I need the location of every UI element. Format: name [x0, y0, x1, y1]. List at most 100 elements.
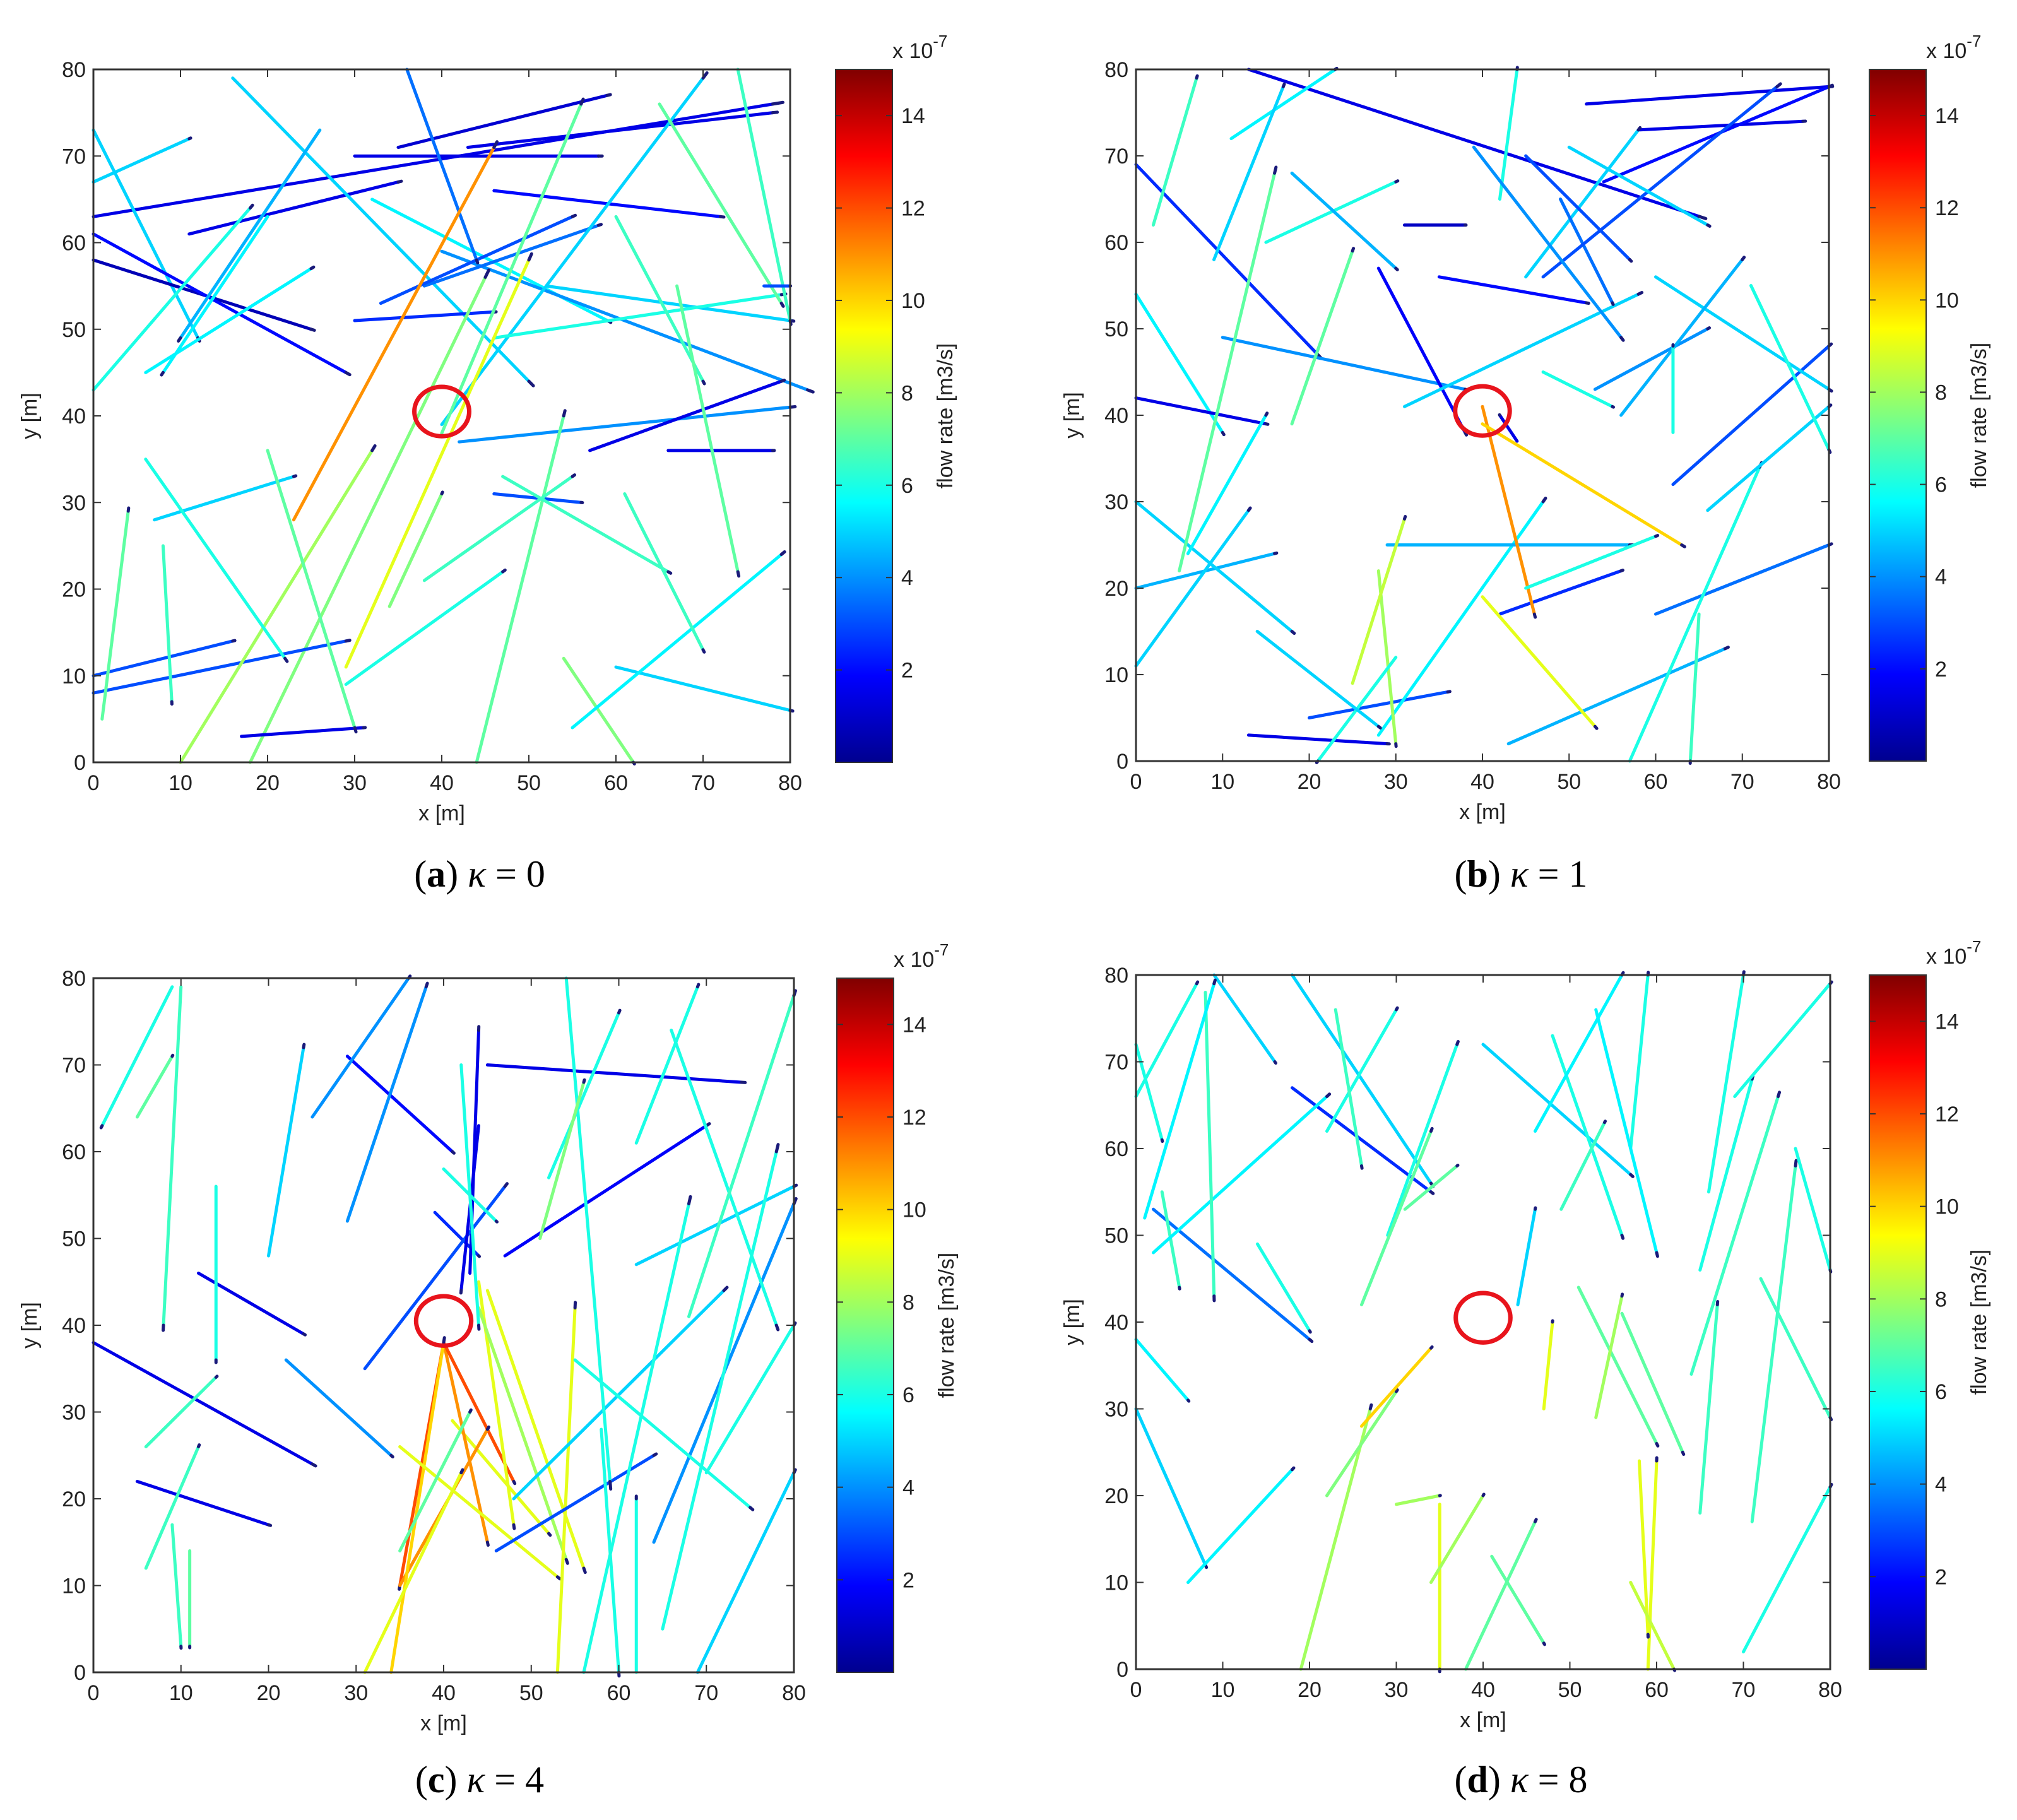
fracture-line [422, 223, 600, 288]
well-circle [413, 1294, 474, 1348]
y-tick-label: 0 [1116, 1658, 1128, 1682]
caption-value: 0 [526, 853, 545, 895]
fracture-line [248, 275, 487, 764]
caption-value: 8 [1569, 1759, 1588, 1800]
fracture-line [1759, 1277, 1832, 1419]
fracture-line [1516, 1207, 1537, 1306]
colorbar-tick-label: 2 [1935, 1565, 1947, 1589]
colorbar-tick-label: 10 [1935, 288, 1959, 312]
y-tick-label: 40 [62, 405, 86, 428]
y-tick-label: 70 [62, 145, 86, 168]
fracture-end-mark [451, 1150, 456, 1155]
fracture-end-mark [170, 1053, 175, 1058]
fracture-end-mark [701, 379, 706, 386]
x-tick-label: 40 [430, 771, 454, 795]
y-tick-label: 10 [62, 1575, 86, 1598]
colorbar [1869, 974, 1927, 1670]
colorbar-exponent: -7 [1967, 32, 1981, 50]
fracture-line [1290, 249, 1354, 426]
fracture-line [267, 1046, 305, 1258]
fracture-line [547, 1011, 620, 1179]
colorbar-multiplier: x 10-7 [1926, 937, 1981, 969]
fracture-line [1151, 76, 1198, 227]
fracture-end-mark [547, 1532, 552, 1537]
fracture-line [1654, 275, 1831, 391]
y-tick-label: 50 [62, 1227, 86, 1251]
x-tick-label: 10 [1211, 1678, 1235, 1702]
y-tick-label: 30 [1104, 1398, 1128, 1422]
y-axis-label: y [m] [18, 1302, 42, 1349]
y-tick-label: 10 [1104, 663, 1128, 687]
fracture-end-mark [370, 444, 377, 452]
fracture-line [1629, 1581, 1676, 1671]
colorbar-tick-label: 8 [902, 1291, 914, 1315]
fracture-end-mark [701, 71, 709, 80]
x-tick-label: 50 [1558, 1678, 1582, 1702]
fracture-line [1524, 128, 1640, 279]
fracture-line [1524, 154, 1631, 261]
fracture-line [695, 1471, 796, 1674]
fracture-line [1134, 1338, 1190, 1402]
x-tick-label: 0 [88, 771, 100, 795]
y-tick-label: 30 [62, 491, 86, 515]
x-tick-label: 30 [1384, 770, 1408, 794]
fracture-line [1481, 405, 1536, 616]
fracture-end-mark [687, 1195, 692, 1205]
fracture-line [1134, 163, 1320, 357]
fracture-end-mark [1603, 1120, 1607, 1125]
x-tick-label: 0 [88, 1681, 100, 1705]
plot-frame [1135, 974, 1831, 1670]
fracture-line [1325, 1008, 1398, 1133]
fracture-line [1212, 973, 1277, 1063]
y-tick-label: 80 [1104, 58, 1128, 82]
fracture-line [363, 1471, 463, 1674]
colorbar-tick-label: 8 [1935, 381, 1947, 405]
fracture-line [1689, 1095, 1780, 1376]
axis-ticks: 0 10 20 30 40 50 60 70 80 0 10 20 30 40 50 60 70 80 [62, 967, 806, 1705]
y-axis-label: y [m] [1060, 1299, 1084, 1345]
colorbar-tick-label: 10 [1935, 1195, 1959, 1219]
well-circle [412, 384, 471, 439]
y-tick-label: 60 [62, 1140, 86, 1164]
fracture-end-mark [582, 1566, 587, 1575]
fracture-line [1429, 1494, 1485, 1584]
caption-symbol: κ [1510, 1759, 1529, 1800]
y-tick-label: 30 [62, 1401, 86, 1425]
fracture-end-mark [1629, 1173, 1635, 1178]
fracture-line [231, 76, 531, 383]
fracture-end-mark [1593, 724, 1599, 730]
x-tick-label: 40 [432, 1681, 456, 1705]
x-tick-label: 20 [256, 771, 280, 795]
colorbar-multiplier-base: x 10 [1926, 945, 1967, 969]
fracture-end-mark [1619, 569, 1624, 573]
fracture-line [1299, 1407, 1372, 1671]
fracture-line [344, 258, 531, 669]
fracture-line [353, 310, 496, 322]
fracture-line [1134, 509, 1250, 668]
fracture-line [1246, 733, 1389, 746]
fracture-end-mark [214, 1374, 219, 1379]
fracture-line [345, 985, 428, 1223]
panel-caption: (a) κ = 0 [414, 853, 545, 895]
panel-caption: (b) κ = 1 [1455, 853, 1588, 895]
fracture-end-mark [99, 1124, 104, 1130]
fracture-line [1160, 1190, 1181, 1289]
fracture-line [363, 1185, 507, 1371]
fracture-line [687, 994, 796, 1318]
colorbar-label: flow rate [m3/s] [933, 343, 957, 489]
fracture-line [422, 475, 574, 582]
colorbar-ticks: 2 4 6 8 10 12 14 [837, 1013, 926, 1592]
fracture-line [144, 458, 287, 660]
fracture-end-mark [311, 1462, 317, 1468]
fracture-line [144, 1376, 218, 1448]
fracture-end-mark [748, 1506, 755, 1511]
fracture-line [179, 449, 374, 764]
fracture-line [1594, 1294, 1624, 1419]
fracture-end-mark [1655, 1442, 1660, 1448]
fracture-line [153, 475, 295, 522]
x-tick-label: 70 [691, 771, 715, 795]
fracture-line [1620, 1311, 1684, 1454]
fracture-line [396, 93, 609, 150]
colorbar-multiplier: x 10-7 [1926, 32, 1981, 63]
panel-d: 0 10 20 30 40 50 60 70 80 0 10 20 30 40 50 60 70 80 x [m]… [1060, 937, 1991, 1800]
